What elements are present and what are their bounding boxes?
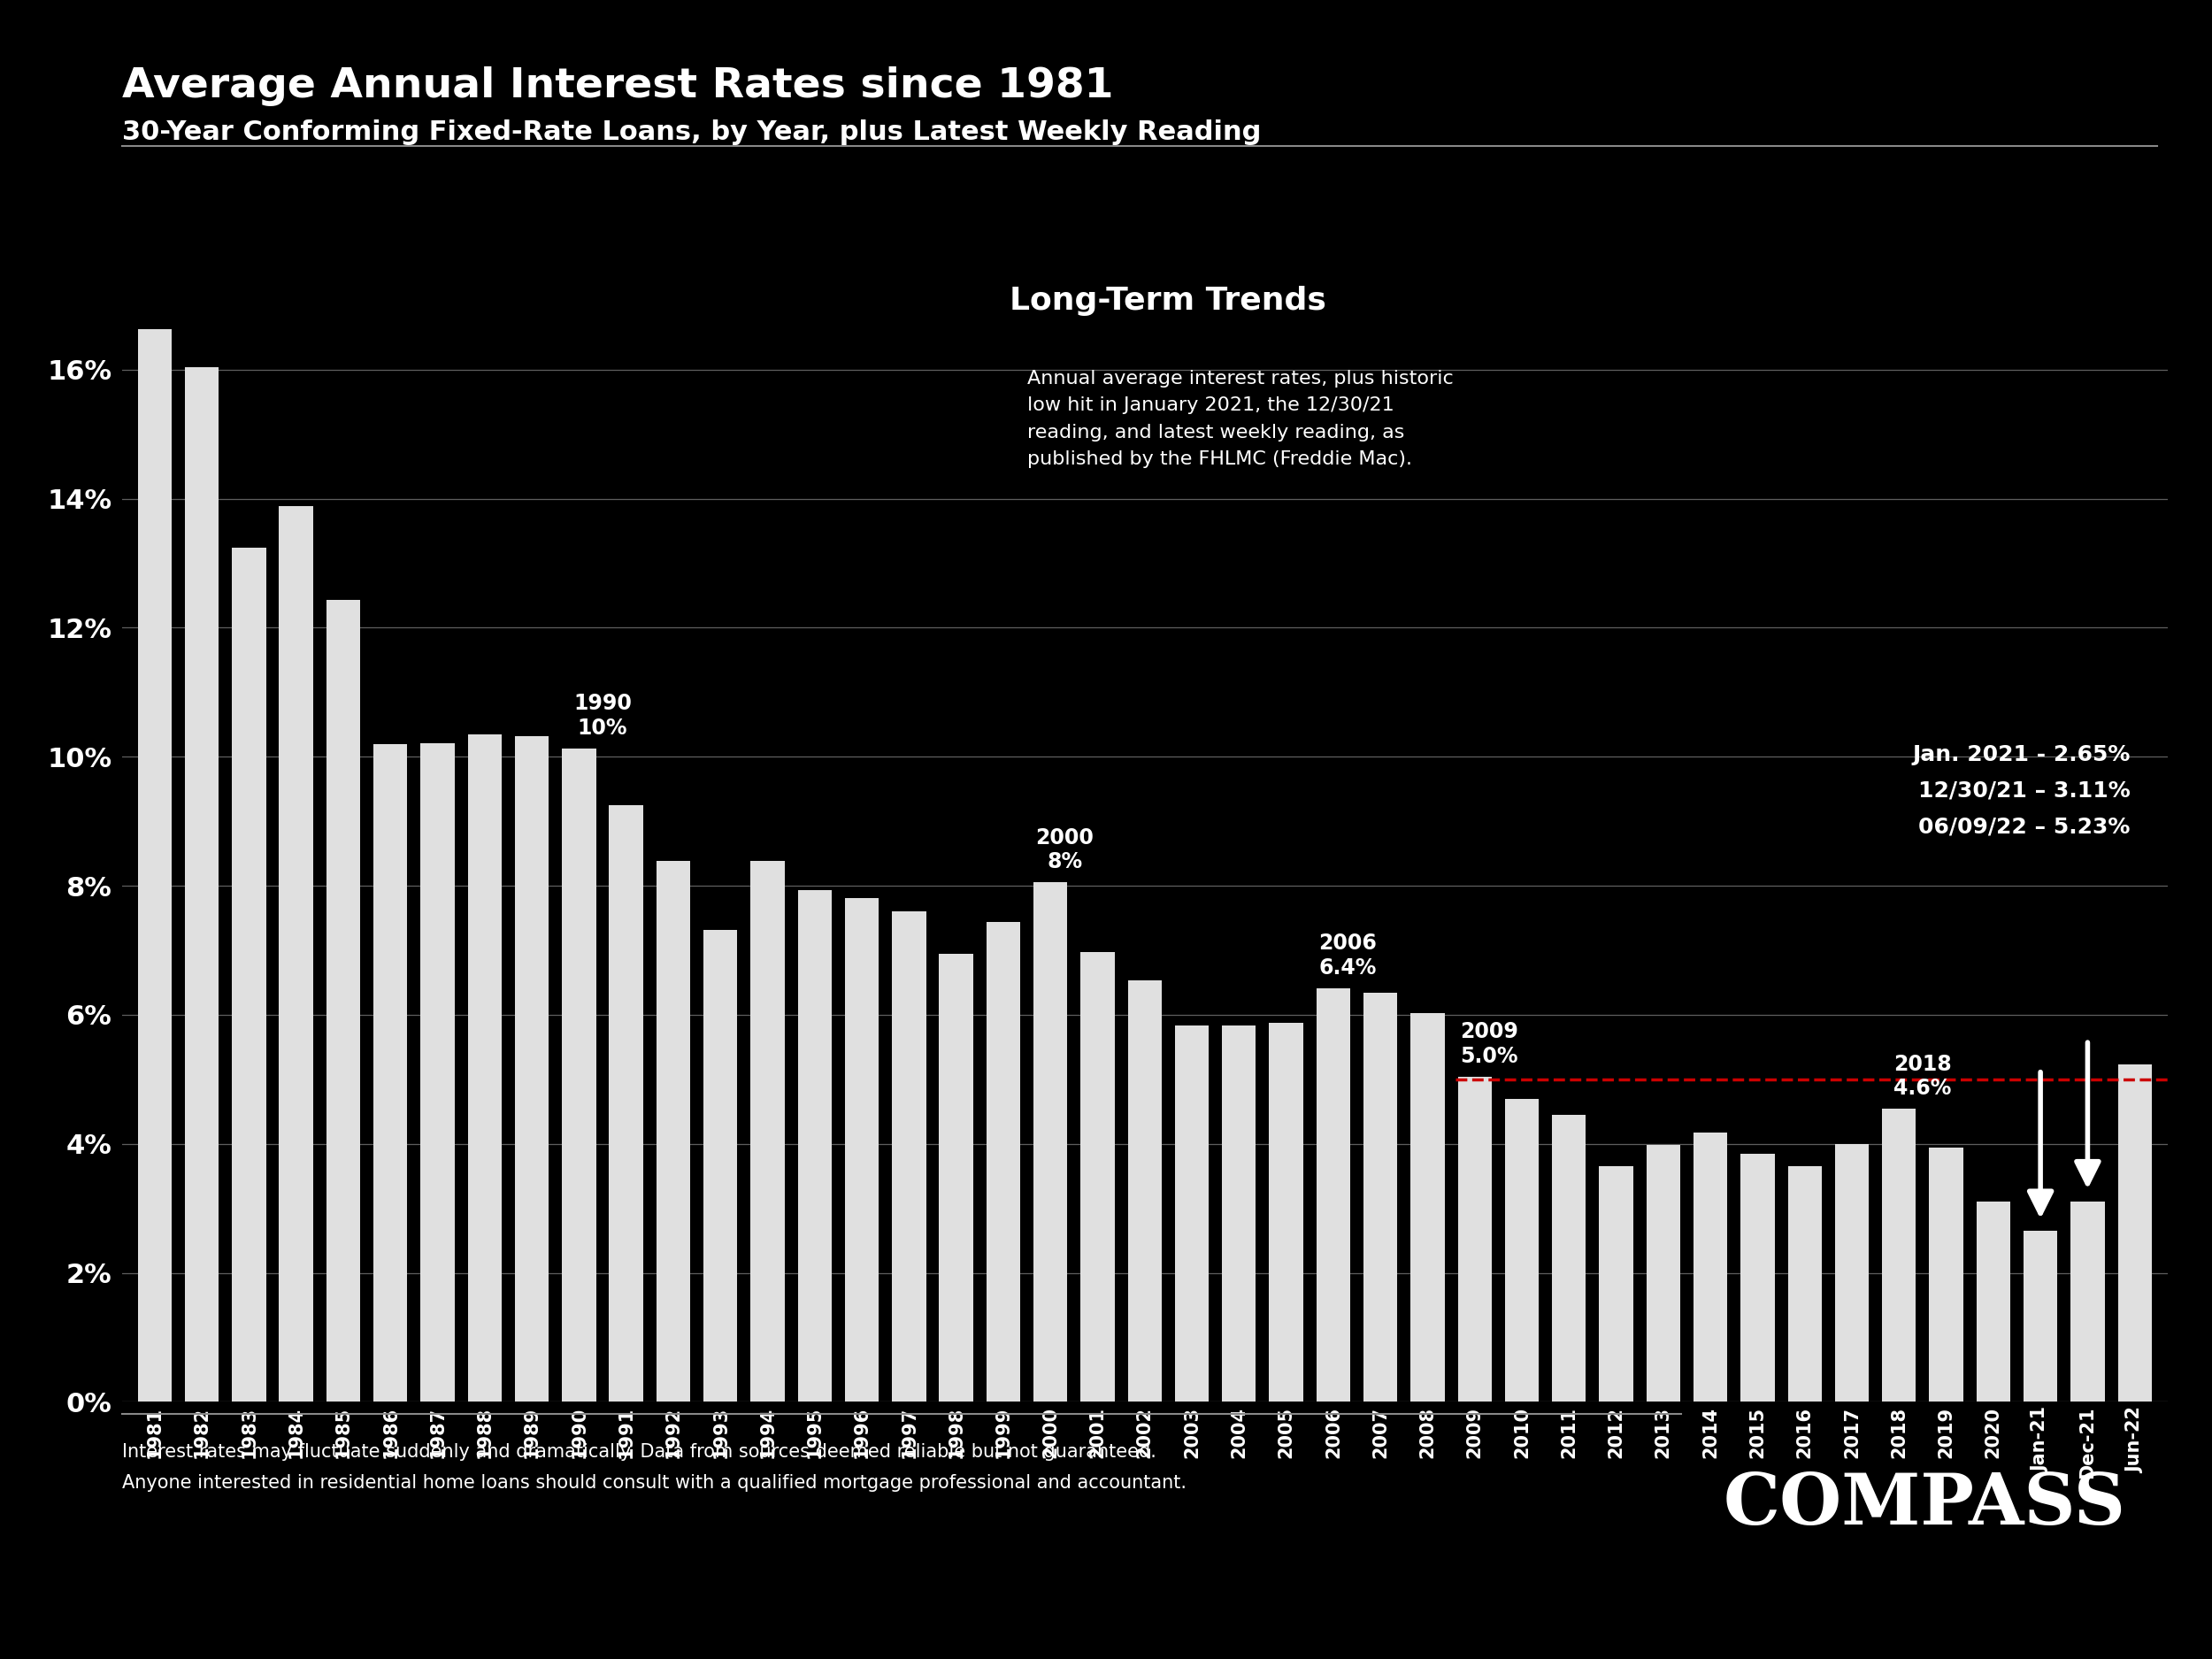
Text: 2009
5.0%: 2009 5.0% [1460, 1022, 1517, 1067]
Bar [1836, 1145, 1869, 1402]
Text: Interest rates may fluctuate suddenly and dramatically. Data from sources deemed: Interest rates may fluctuate suddenly an… [122, 1443, 1186, 1491]
Bar [562, 748, 595, 1402]
Bar [467, 735, 502, 1402]
Text: 2006
6.4%: 2006 6.4% [1318, 932, 1376, 979]
Bar [1175, 1025, 1208, 1402]
Bar [327, 601, 361, 1402]
Bar [1975, 1201, 2011, 1402]
Bar [845, 898, 878, 1402]
Bar [608, 805, 644, 1402]
Bar [1646, 1145, 1681, 1402]
Text: Jan. 2021 - 2.65%
12/30/21 – 3.11%
06/09/22 – 5.23%: Jan. 2021 - 2.65% 12/30/21 – 3.11% 06/09… [1911, 743, 2130, 838]
Bar [1363, 992, 1398, 1402]
Text: 2018
4.6%: 2018 4.6% [1893, 1053, 1951, 1100]
Bar [279, 506, 314, 1402]
Bar [1599, 1166, 1632, 1402]
Bar [186, 367, 219, 1402]
Bar [1929, 1148, 1964, 1402]
Text: 2000
8%: 2000 8% [1035, 826, 1093, 873]
Bar [1882, 1108, 1916, 1402]
Bar [2117, 1065, 2152, 1402]
Bar [1787, 1166, 1823, 1402]
Text: 30-Year Conforming Fixed-Rate Loans, by Year, plus Latest Weekly Reading: 30-Year Conforming Fixed-Rate Loans, by … [122, 119, 1261, 144]
Bar [1316, 989, 1349, 1402]
Bar [703, 931, 737, 1402]
Bar [515, 737, 549, 1402]
Bar [420, 743, 453, 1402]
Bar [1504, 1100, 1540, 1402]
Bar [750, 861, 785, 1402]
Text: 1990
10%: 1990 10% [573, 693, 633, 738]
Bar [374, 745, 407, 1402]
Bar [799, 891, 832, 1402]
Text: Annual average interest rates, plus historic
low hit in January 2021, the 12/30/: Annual average interest rates, plus hist… [1026, 370, 1453, 468]
Bar [1221, 1025, 1256, 1402]
Bar [1553, 1115, 1586, 1402]
Bar [2024, 1231, 2057, 1402]
Bar [1411, 1012, 1444, 1402]
Bar [1033, 883, 1068, 1402]
Text: Long-Term Trends: Long-Term Trends [1011, 285, 1327, 315]
Bar [987, 922, 1020, 1402]
Bar [1270, 1024, 1303, 1402]
Bar [1082, 952, 1115, 1402]
Text: Average Annual Interest Rates since 1981: Average Annual Interest Rates since 1981 [122, 66, 1113, 106]
Bar [2070, 1201, 2104, 1402]
Bar [657, 861, 690, 1402]
Text: COMPASS: COMPASS [1723, 1470, 2126, 1540]
Bar [137, 328, 173, 1402]
Bar [1741, 1153, 1774, 1402]
Bar [940, 954, 973, 1402]
Bar [1458, 1077, 1491, 1402]
Bar [1128, 980, 1161, 1402]
Bar [891, 911, 927, 1402]
Bar [232, 547, 265, 1402]
Bar [1694, 1133, 1728, 1402]
